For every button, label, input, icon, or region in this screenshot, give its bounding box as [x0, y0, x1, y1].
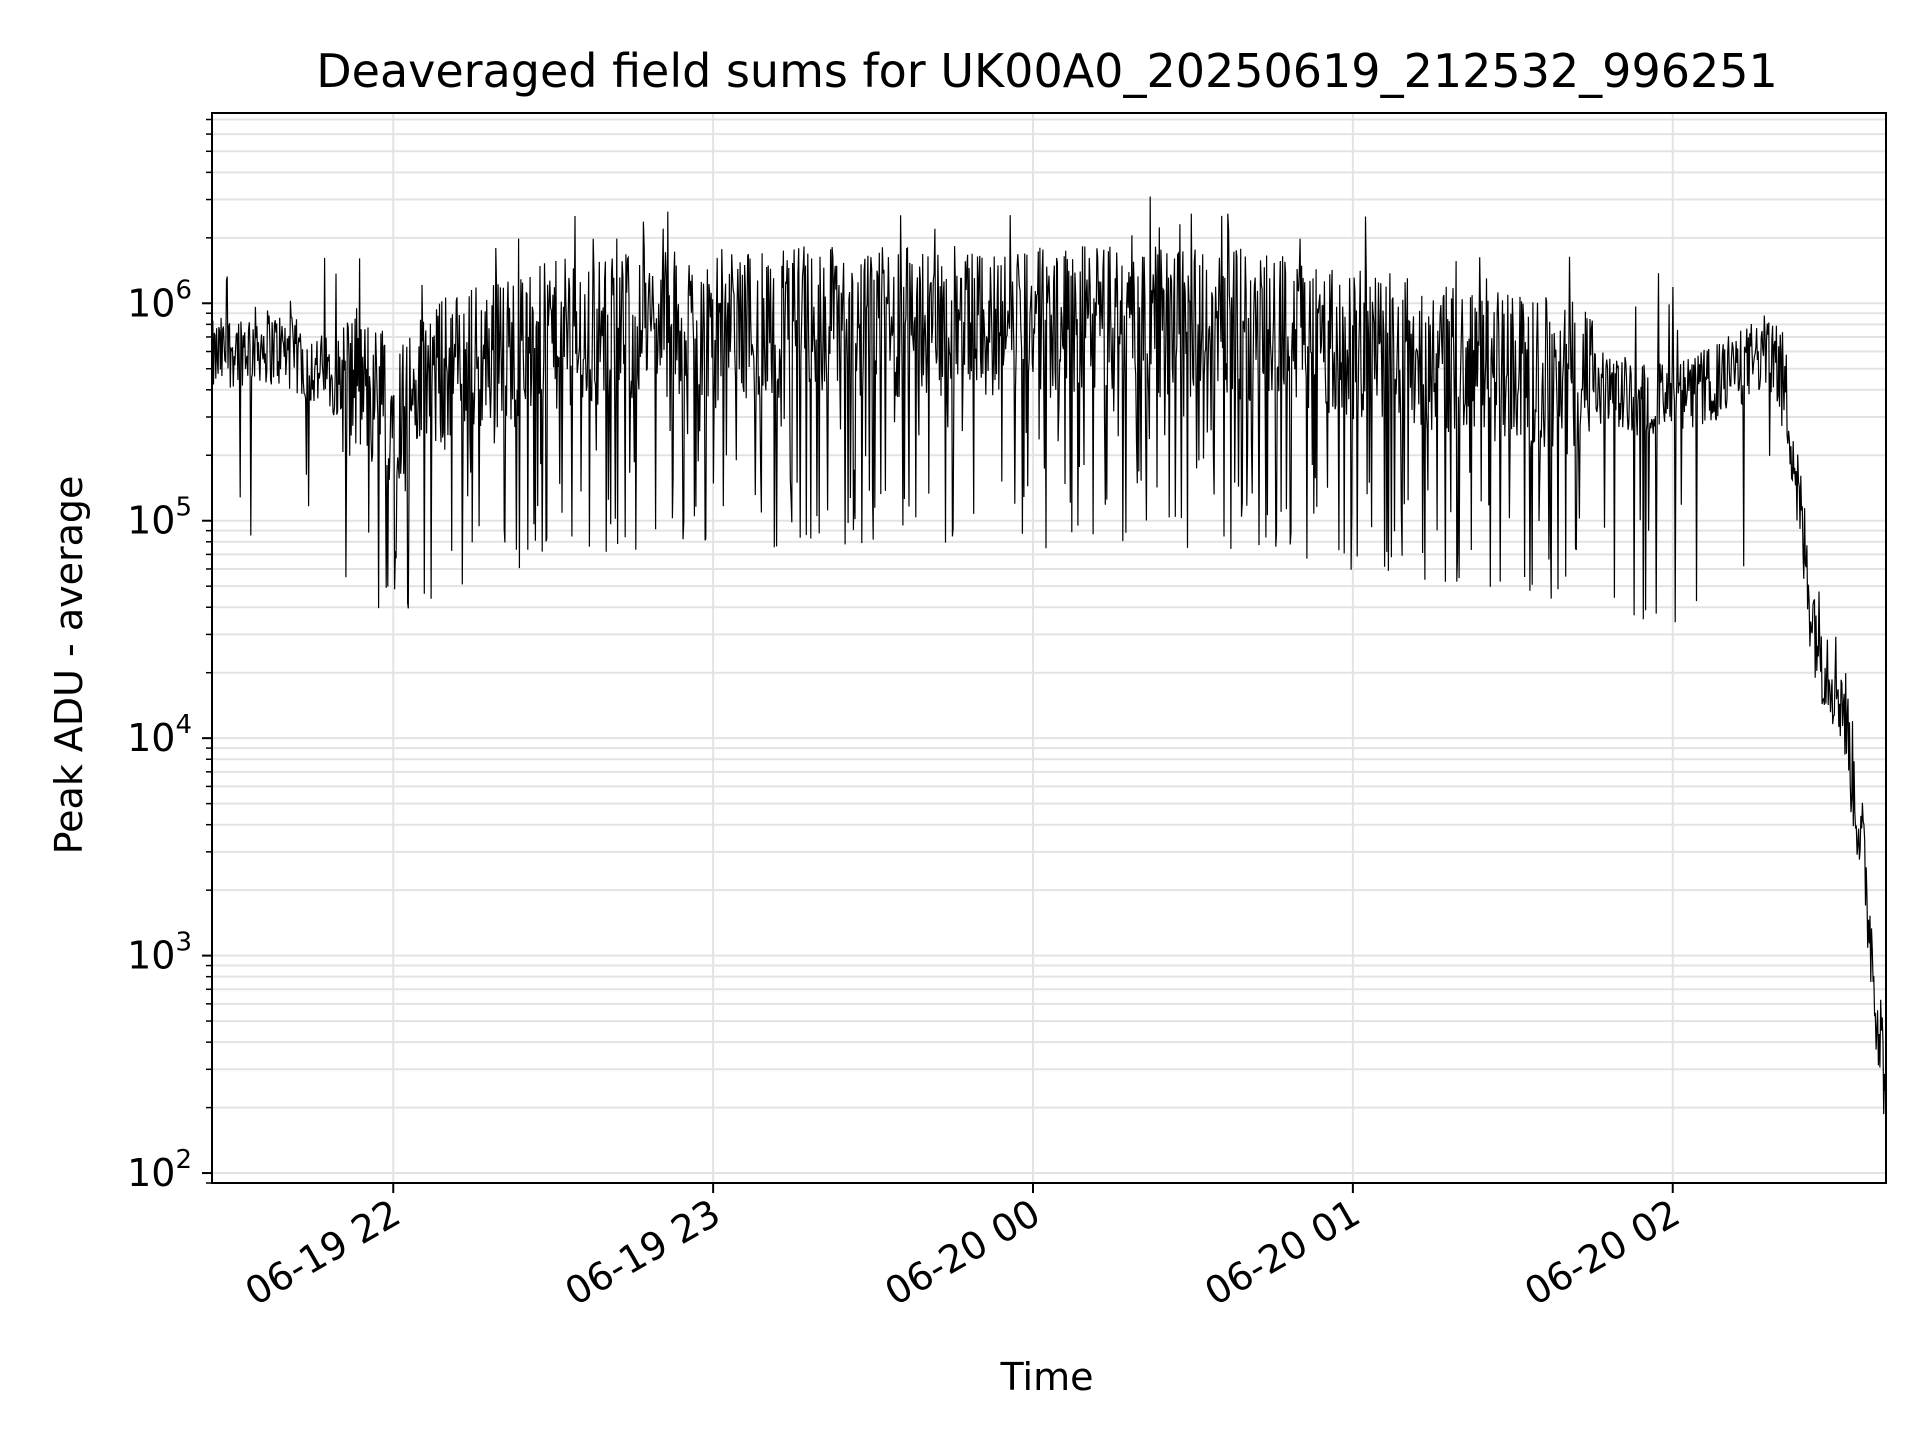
y-tick-label: 103 — [127, 928, 192, 978]
x-axis-label: Time — [1000, 1355, 1094, 1399]
grid-lines — [212, 113, 1886, 1184]
y-tick-label: 106 — [127, 275, 192, 325]
y-tick-label: 105 — [127, 493, 192, 543]
chart-title: Deaveraged field sums for UK00A0_2025061… — [316, 44, 1778, 98]
data-series — [211, 196, 1887, 1115]
y-axis-label: Peak ADU - average — [47, 476, 91, 855]
series-line — [211, 196, 1887, 1115]
y-tick-label: 102 — [127, 1145, 192, 1195]
plot-frame — [211, 112, 1887, 1184]
y-tick-label: 104 — [127, 710, 192, 760]
